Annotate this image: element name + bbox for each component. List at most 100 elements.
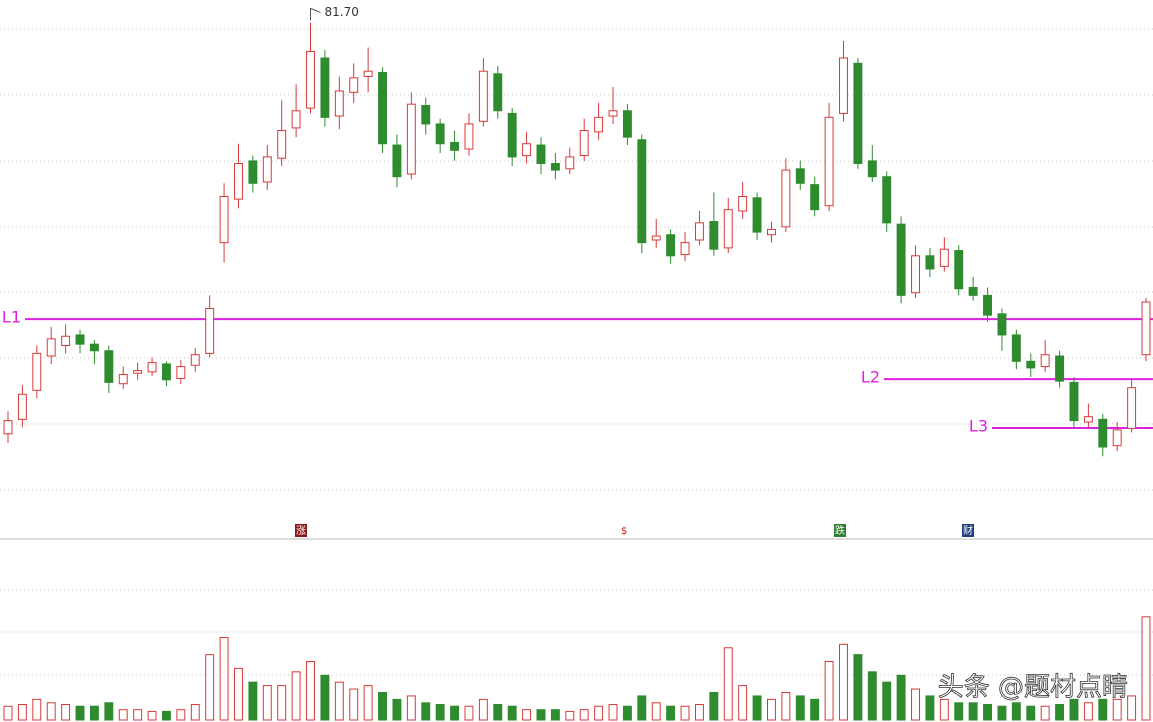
candle-body (493, 73, 503, 112)
event-badge (295, 524, 307, 537)
candle-body (536, 144, 546, 165)
candle-body (46, 338, 56, 357)
level-label: L2 (861, 368, 880, 387)
candle-body (176, 366, 186, 379)
candle-body (752, 197, 762, 233)
volume-bar (1040, 705, 1050, 721)
volume-bar (147, 710, 157, 721)
volume-bar (75, 705, 85, 721)
candle-body (17, 393, 27, 420)
event-badge (834, 524, 846, 537)
candle-body (507, 112, 517, 158)
candle-body (550, 163, 560, 171)
volume-bar (882, 681, 892, 721)
volume-bar (190, 704, 200, 721)
volume-bar (320, 674, 330, 721)
volume-bar (579, 709, 589, 721)
candle-body (983, 294, 993, 316)
volume-bar (248, 681, 258, 721)
candle-body (939, 248, 949, 267)
candle-body (594, 116, 604, 133)
grid (0, 28, 1153, 676)
candle-body (767, 228, 776, 236)
level-label: L3 (969, 417, 988, 436)
volume-bar (622, 705, 632, 721)
volume-bar (594, 705, 604, 721)
candle-body (1040, 354, 1050, 368)
candle-body (248, 160, 258, 184)
volume-bar (493, 704, 503, 721)
volume-bar (608, 704, 618, 721)
volume-bar (507, 705, 517, 721)
candle-body (190, 354, 200, 366)
candle-body (334, 90, 344, 117)
volume-bar (723, 647, 733, 721)
volume-bar (810, 698, 820, 721)
candle-body (1069, 381, 1079, 422)
candle-body (997, 313, 1007, 336)
candle-body (219, 195, 229, 244)
candle-body (637, 139, 647, 244)
candle-body (464, 123, 474, 150)
candle-body (291, 110, 301, 129)
candle-body (421, 104, 431, 125)
volume-bar (291, 671, 301, 721)
event-badge (962, 524, 974, 537)
candle-body (622, 110, 632, 138)
candle-body (694, 222, 704, 241)
volume-bar (406, 695, 416, 721)
candle-body (680, 242, 690, 255)
candle-body (234, 163, 243, 200)
volume-bar (392, 698, 402, 721)
volume-bar (767, 698, 776, 721)
volume-bar (896, 674, 906, 721)
candle-body (1098, 418, 1108, 448)
volume-bar (565, 710, 575, 721)
volume-bar (32, 698, 42, 721)
candle-body (925, 255, 935, 270)
candle-body (709, 221, 719, 250)
volume-bar (378, 691, 387, 721)
volume-bar (680, 705, 690, 721)
candle-body (349, 77, 359, 93)
candle-body (450, 141, 460, 151)
volume-bar (824, 661, 834, 721)
candle-body (824, 116, 834, 207)
volume-bar (1127, 695, 1137, 721)
volume-bar (1141, 616, 1151, 721)
candle-body (839, 57, 848, 114)
candle-body (89, 343, 99, 352)
volume-bar (118, 709, 128, 721)
candle-body (853, 62, 863, 165)
candle-body (118, 373, 128, 385)
volume-bar (61, 704, 71, 721)
candle-body (608, 110, 618, 117)
volume-bar (349, 688, 359, 721)
volume-bar (104, 702, 114, 721)
volume-bar (1083, 702, 1093, 721)
volume-bar (550, 709, 560, 721)
candle-body (306, 50, 315, 109)
volume-bar (1069, 698, 1079, 721)
candle-body (579, 130, 589, 157)
candle-body (104, 350, 114, 383)
volume-bar (450, 705, 460, 721)
volume-bar (277, 685, 287, 721)
candle-body (378, 72, 387, 145)
candle-body (651, 235, 661, 241)
volume-bar (435, 704, 445, 721)
volume-bar (939, 698, 949, 721)
volume-bar (752, 695, 762, 721)
candle-body (867, 160, 877, 178)
volume-bar (781, 691, 791, 721)
candle-body (161, 363, 171, 381)
volume-bar (983, 704, 993, 721)
candle-body (738, 195, 748, 212)
peak-label: 81.70 (325, 5, 359, 19)
volume-bar (464, 705, 474, 721)
candle-body (262, 156, 272, 183)
candle-body (435, 123, 445, 145)
volume-bar (1011, 702, 1021, 721)
candle-body (133, 370, 143, 374)
event-label: 涨 (296, 525, 306, 537)
